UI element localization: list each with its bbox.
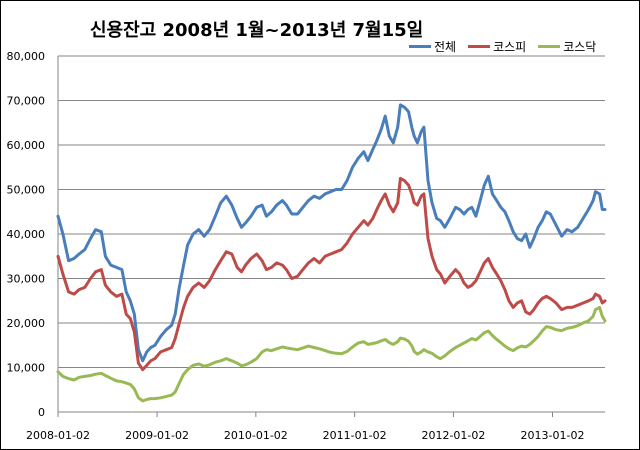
legend-entry-total: 전체 [409,38,456,55]
series-line-2 [56,305,607,403]
x-tick-label: 2008-01-02 [26,429,90,442]
legend-label-total: 전체 [434,40,457,54]
legend-swatch-kospi [468,45,491,48]
x-tick-label: 2010-01-02 [224,429,288,442]
legend-swatch-kosdaq [538,45,561,48]
y-tick-label: 10,000 [7,362,46,375]
chart-legend: 전체 코스피 코스닥 [409,38,596,55]
x-tick-label: 2009-01-02 [125,429,189,442]
x-tick-label: 2012-01-02 [421,429,485,442]
chart-title: 신용잔고 2008년 1월~2013년 7월15일 [90,20,424,41]
y-tick-label: 60,000 [7,139,46,152]
legend-entry-kosdaq: 코스닥 [538,38,596,55]
y-tick-label: 20,000 [7,317,46,330]
y-tick-label: 0 [38,406,45,419]
x-tick-label: 2011-01-02 [323,429,387,442]
x-tick-label: 2013-01-02 [521,429,585,442]
legend-label-kospi: 코스피 [493,40,527,54]
series-line-1 [56,176,607,372]
y-tick-label: 80,000 [7,50,46,63]
legend-swatch-total [409,45,431,48]
y-tick-label: 70,000 [7,95,46,108]
y-tick-label: 30,000 [7,273,46,286]
y-tick-label: 50,000 [7,184,46,197]
legend-label-kosdaq: 코스닥 [563,40,597,54]
legend-entry-kospi: 코스피 [468,38,526,55]
series-line-0 [56,103,607,363]
y-tick-label: 40,000 [7,228,46,241]
